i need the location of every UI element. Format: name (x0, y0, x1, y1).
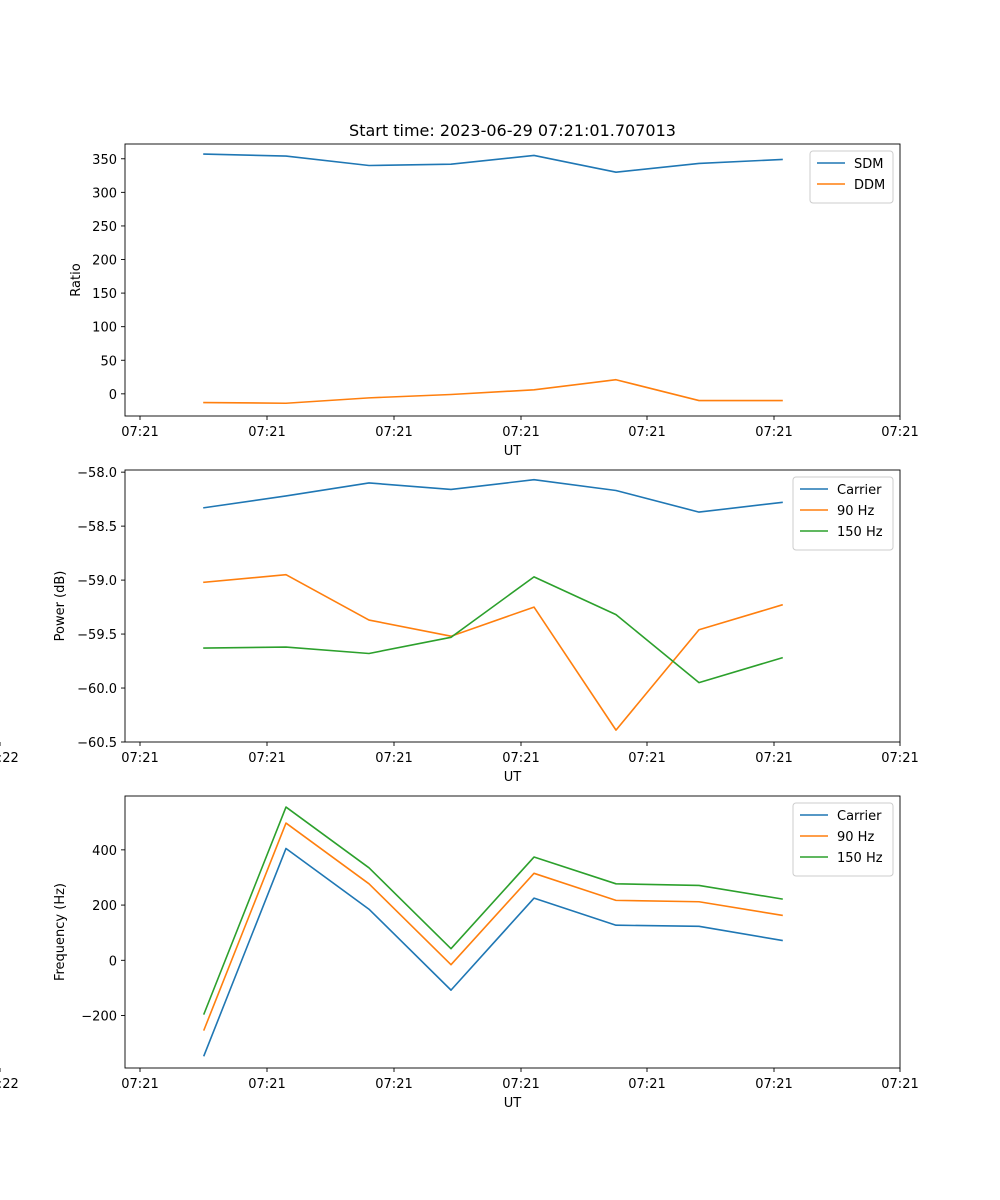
chart-3-y-tick-label: 0 (109, 954, 117, 969)
chart-1-x-tick-label: 07:21 (248, 425, 285, 440)
chart-3-x-tick-label: 07:21 (881, 1077, 918, 1092)
chart-1-x-tick-label: 07:21 (121, 425, 158, 440)
chart-1-x-tick-label: 07:21 (755, 425, 792, 440)
chart-3-axes-frame (124, 795, 901, 1069)
chart-3-y-tick-label: 200 (92, 899, 117, 914)
chart-3-series-150-hz-line (202, 806, 783, 1015)
chart-1-y-tick-label: 50 (100, 354, 117, 369)
chart-3-series-carrier-line (202, 847, 783, 1057)
chart-3-x-tick-label: 07:21 (502, 1077, 539, 1092)
chart-2-legend-label: Carrier (837, 483, 882, 498)
chart-2-x-tick-label: 07:21 (755, 751, 792, 766)
chart-1-x-tick-label: 07:21 (628, 425, 665, 440)
chart-2-y-tick-label: −58.5 (77, 520, 117, 535)
chart-3-x-tick-label: 07:21 (628, 1077, 665, 1092)
chart-1-y-axis-label: Ratio (69, 263, 84, 296)
chart-2-x-axis-label: UT (504, 770, 522, 785)
chart-3-y-tick-label: −200 (81, 1010, 117, 1025)
chart-1-y-tick-label: 300 (92, 186, 117, 201)
chart-2-axes-frame (124, 469, 901, 743)
chart-3-x-tick-label: 07:21 (755, 1077, 792, 1092)
chart-1-x-tick-label: 07:21 (375, 425, 412, 440)
chart-1-y-tick-label: 100 (92, 321, 117, 336)
chart-3-legend-label: Carrier (837, 809, 882, 824)
chart-1-y-tick-label: 0 (109, 388, 117, 403)
chart-3-y-axis-label: Frequency (Hz) (53, 883, 68, 981)
chart-3-series-90-hz-line (202, 822, 783, 1031)
chart-1-legend-label: SDM (854, 157, 883, 172)
chart-3-legend-label: 150 Hz (837, 851, 883, 866)
chart-2-series-150-hz-line (203, 576, 783, 684)
chart-1-series-ddm-line (203, 378, 783, 405)
chart-3-x-tick-label: 07:21 (248, 1077, 285, 1092)
chart-1-x-tick-label: 07:21 (881, 425, 918, 440)
chart-2-y-tick-label: −59.0 (77, 574, 117, 589)
chart-1-y-tick-label: 150 (92, 287, 117, 302)
chart-1-title: Start time: 2023-06-29 07:21:01.707013 (349, 121, 676, 140)
chart-2-legend-label: 90 Hz (837, 504, 874, 519)
chart-1-y-tick-label: 200 (92, 254, 117, 269)
chart-3-x-axis-label: UT (504, 1096, 522, 1111)
chart-1-x-tick-label: 07:21 (502, 425, 539, 440)
chart-2-series-90-hz-line (203, 573, 783, 731)
chart-3-x-tick-label: 07:21 (375, 1077, 412, 1092)
chart-3-x-tick-label: 07:21 (121, 1077, 158, 1092)
chart-2-x-tick-label: 07:21 (248, 751, 285, 766)
chart-2-x-tick-label: 07:21 (121, 751, 158, 766)
chart-1-axes-frame (124, 143, 901, 417)
chart-1-y-tick-label: 250 (92, 220, 117, 235)
chart-2-x-tick-label: 07:22 (0, 751, 19, 766)
chart-2-y-axis-label: Power (dB) (53, 571, 68, 642)
chart-3-legend-label: 90 Hz (837, 830, 874, 845)
chart-2-legend-label: 150 Hz (837, 525, 883, 540)
chart-2-y-tick-label: −59.5 (77, 628, 117, 643)
chart-2-x-tick-label: 07:21 (881, 751, 918, 766)
chart-3-y-tick-label: 400 (92, 844, 117, 859)
chart-2-x-tick-label: 07:21 (628, 751, 665, 766)
chart-2-series-carrier-line (203, 478, 783, 513)
chart-2-y-tick-label: −60.0 (77, 682, 117, 697)
chart-2-x-tick-label: 07:21 (502, 751, 539, 766)
chart-2-y-tick-label: −60.5 (77, 736, 117, 751)
chart-3-x-tick-label: 07:22 (0, 1077, 19, 1092)
chart-2-x-tick-label: 07:21 (375, 751, 412, 766)
chart-1-x-axis-label: UT (504, 444, 522, 459)
chart-2-y-tick-label: −58.0 (77, 466, 117, 481)
chart-1-legend-label: DDM (854, 178, 885, 193)
chart-1-y-tick-label: 350 (92, 153, 117, 168)
chart-1-legend-box (809, 150, 894, 204)
chart-1-series-sdm-line (203, 153, 783, 174)
